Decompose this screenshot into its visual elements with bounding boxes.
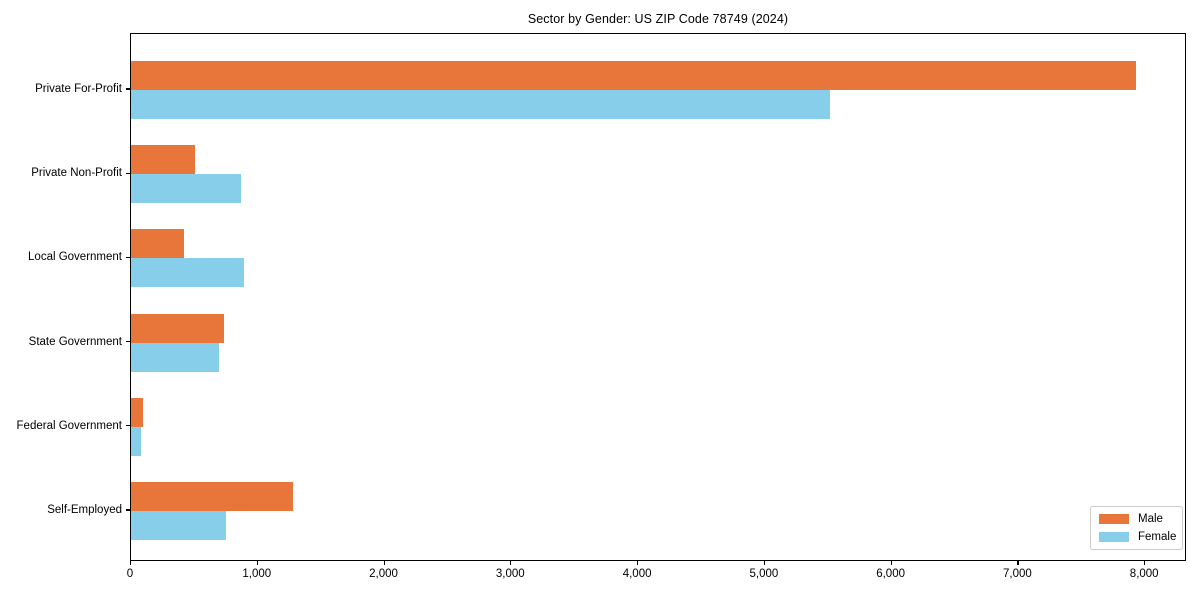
x-tick-label-7000: 7,000	[1003, 568, 1032, 580]
y-tick-label-self-employed: Self-Employed	[47, 504, 122, 516]
y-tick-label-private-non-profit: Private Non-Profit	[31, 167, 122, 180]
y-tick-label-local-government: Local Government	[28, 251, 122, 264]
x-tick-mark	[383, 561, 385, 565]
legend-label-male: Male	[1138, 513, 1163, 525]
bar-male-self-employed	[131, 482, 293, 511]
bar-female-self-employed	[131, 511, 227, 540]
bar-female-private-non-profit	[131, 174, 241, 204]
x-tick-label-1000: 1,000	[242, 568, 272, 580]
y-tick-mark	[126, 425, 130, 427]
y-tick-mark	[126, 341, 130, 343]
legend: Male Female	[1090, 506, 1183, 550]
x-tick-label-0: 0	[126, 568, 134, 580]
x-tick-label-4000: 4,000	[622, 568, 652, 580]
x-tick-mark	[1017, 561, 1019, 565]
y-tick-label-state-government: State Government	[28, 335, 122, 348]
bar-male-private-for-profit	[131, 61, 1137, 90]
x-tick-mark	[637, 561, 639, 565]
y-tick-label-federal-government: Federal Government	[16, 419, 122, 432]
y-tick-mark	[126, 88, 130, 90]
x-tick-label-6000: 6,000	[876, 568, 905, 580]
bar-female-federal-government	[131, 426, 141, 456]
y-tick-label-private-for-profit: Private For-Profit	[35, 83, 122, 95]
x-tick-label-3000: 3,000	[495, 568, 525, 580]
x-tick-mark	[510, 561, 512, 565]
x-tick-mark	[256, 561, 258, 565]
x-tick-mark	[763, 561, 766, 565]
legend-item-male: Male	[1099, 512, 1174, 526]
x-tick-mark	[890, 561, 892, 565]
x-tick-label-8000: 8,000	[1129, 568, 1159, 580]
bar-male-local-government	[131, 229, 184, 259]
y-tick-mark	[126, 256, 130, 258]
chart-title: Sector by Gender: US ZIP Code 78749 (202…	[527, 12, 789, 26]
legend-item-female: Female	[1099, 530, 1177, 544]
x-tick-mark	[130, 561, 132, 565]
legend-swatch-female	[1099, 532, 1129, 542]
x-tick-label-2000: 2,000	[369, 568, 398, 580]
bar-male-state-government	[131, 313, 225, 343]
bar-female-local-government	[131, 258, 244, 288]
y-tick-mark	[126, 172, 130, 174]
plot-area	[130, 33, 1186, 561]
x-tick-label-5000: 5,000	[749, 568, 779, 580]
legend-label-female: Female	[1138, 531, 1177, 543]
legend-swatch-male	[1099, 514, 1129, 524]
y-tick-mark	[126, 509, 130, 511]
x-tick-mark	[1144, 561, 1146, 565]
bar-female-private-for-profit	[131, 90, 830, 119]
bar-female-state-government	[131, 342, 219, 372]
bar-male-private-non-profit	[131, 145, 195, 175]
bar-male-federal-government	[131, 397, 143, 427]
